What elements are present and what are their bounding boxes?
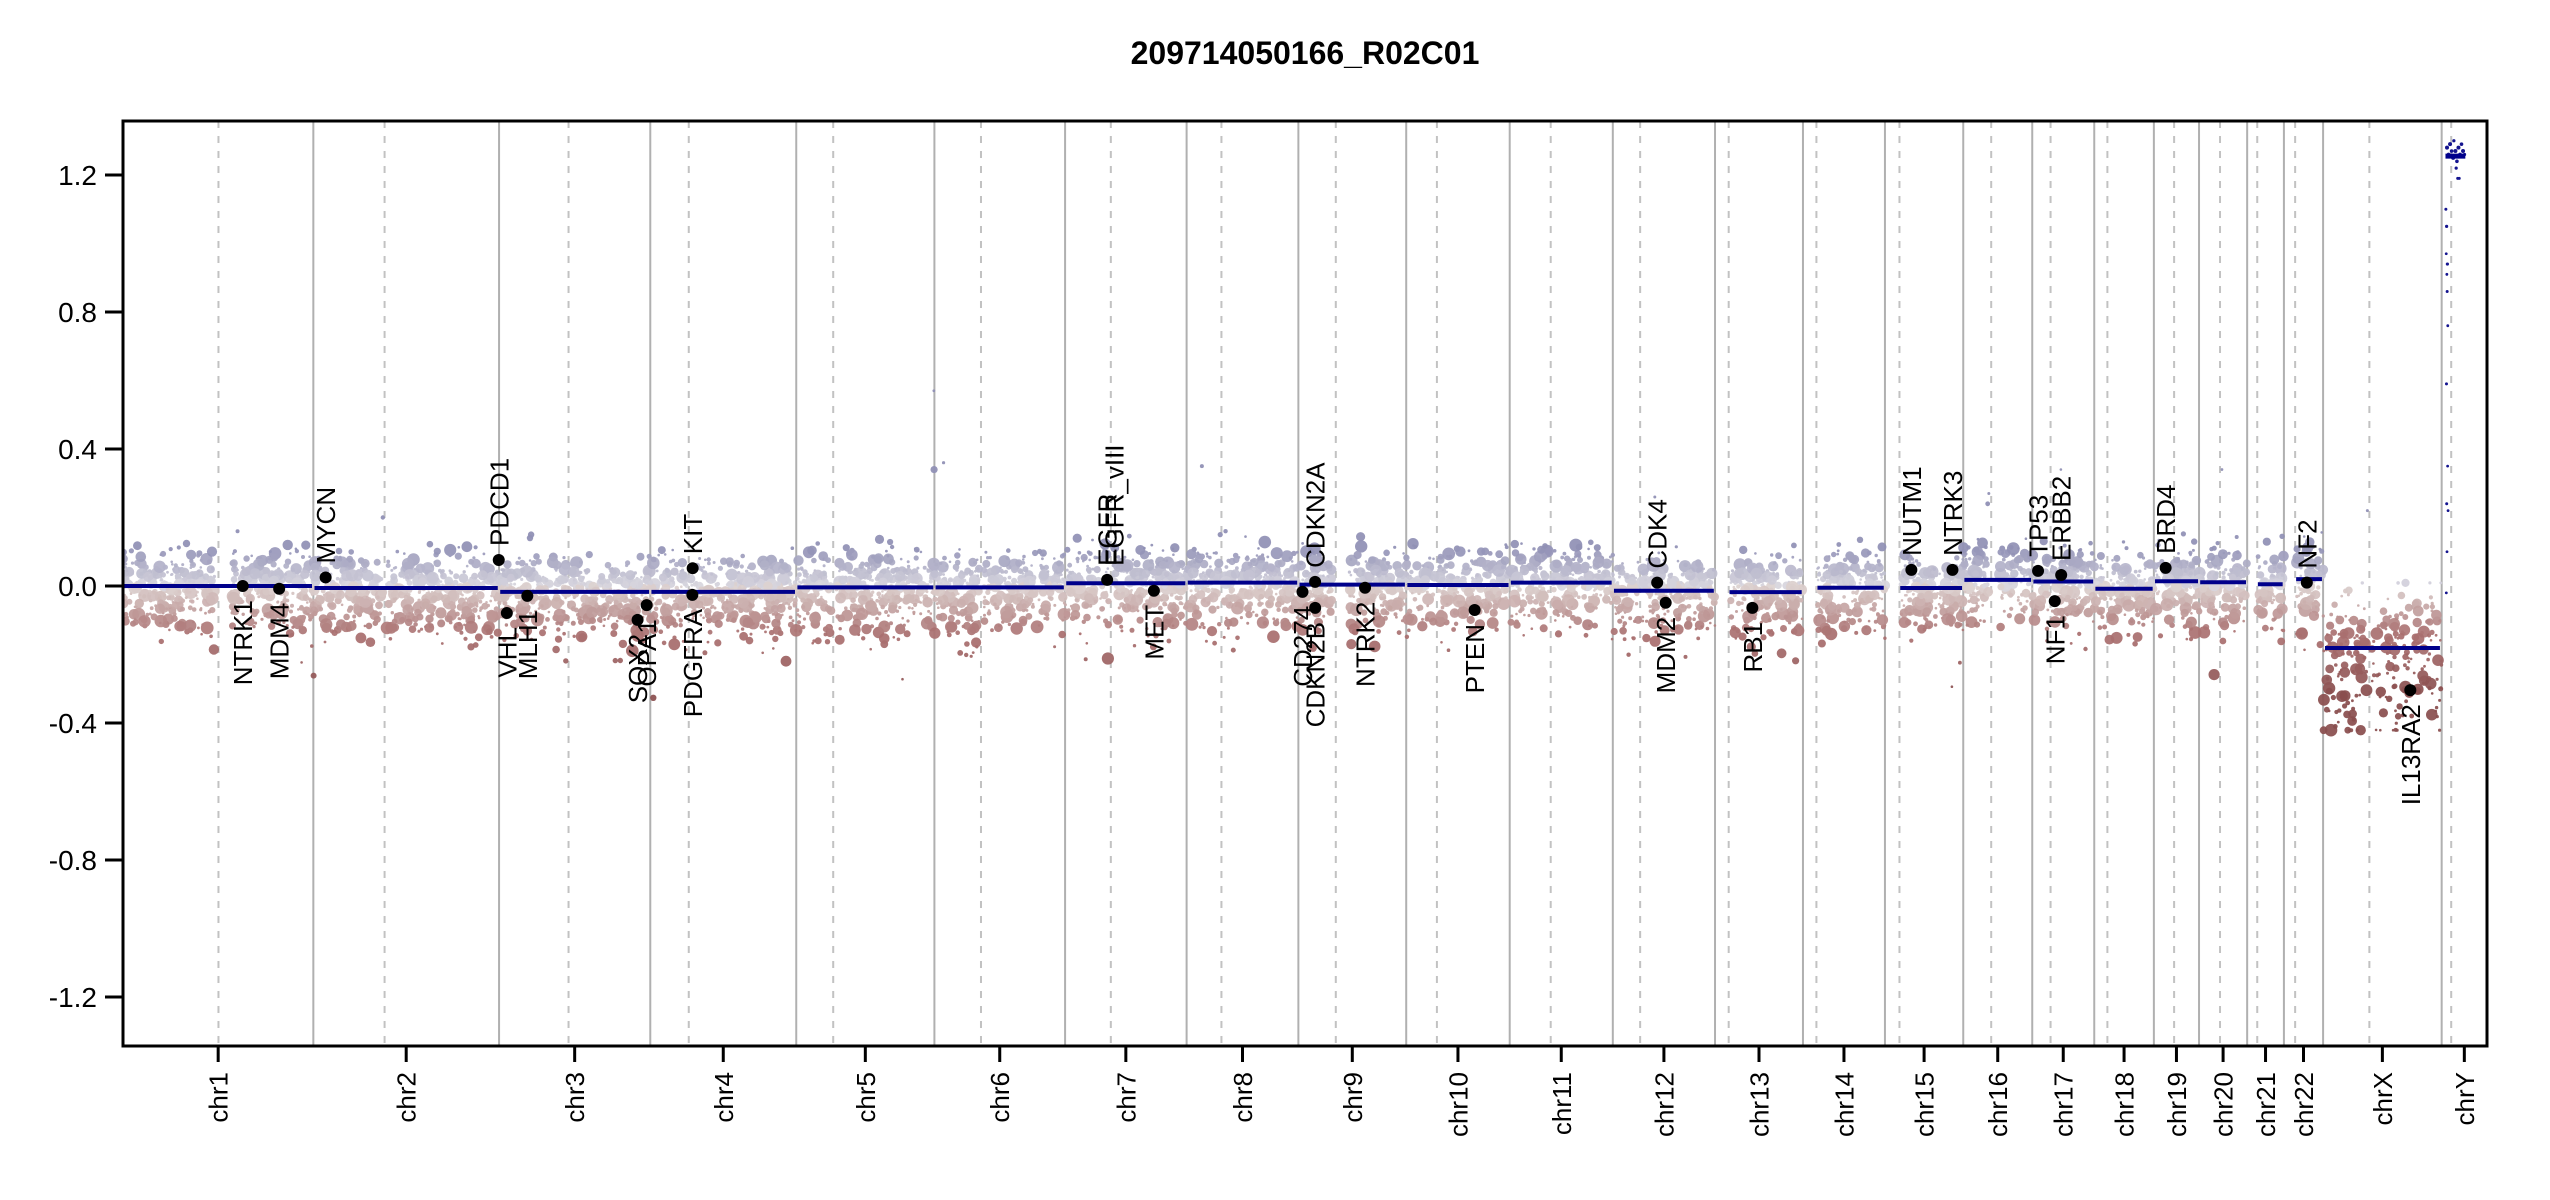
plot-border	[121, 119, 2489, 1048]
gene-label-CD274: CD274	[1288, 606, 1318, 687]
gene-label-RB1: RB1	[1738, 622, 1768, 673]
gene-dot-NTRK2	[1359, 581, 1372, 594]
gene-label-IL13RA2: IL13RA2	[2396, 704, 2426, 805]
gene-label-EGFR: EGFR	[1093, 494, 1123, 566]
x-tick-label-chr6: chr6	[985, 1072, 1015, 1123]
y-axis: 1.2 0.8 0.4 0.0 -0.4 -0.8 -1.2	[49, 160, 123, 1013]
gene-dot-VHL	[500, 607, 513, 620]
x-axis: chr1 chr2 chr3 chr4 chr5 chr6 chr7 chr8 chr9 chr1…	[204, 1046, 2480, 1137]
y-tick-label: 0.4	[58, 434, 97, 465]
gene-label-MLH1: MLH1	[513, 610, 543, 679]
y-tick-label: 0.8	[58, 297, 97, 328]
gene-label-MDM2: MDM2	[1651, 617, 1681, 694]
gene-dot-OPA1	[640, 599, 653, 612]
gene-label-BRD4: BRD4	[2151, 484, 2181, 553]
x-tick-label-chr18: chr18	[2110, 1072, 2140, 1137]
x-tick-label-chr15: chr15	[1910, 1072, 1940, 1137]
gene-label-PTEN: PTEN	[1460, 624, 1490, 693]
x-tick-label-chr22: chr22	[2289, 1072, 2319, 1137]
gene-label-PDGFRA: PDGFRA	[678, 608, 708, 717]
gene-label-ERBB2: ERBB2	[2047, 476, 2077, 561]
x-tick-label-chr16: chr16	[1983, 1072, 2013, 1137]
plot-title: 209714050166_R02C01	[1131, 35, 1480, 71]
gene-dot-ERBB2	[2055, 569, 2068, 582]
gene-label-NTRK1: NTRK1	[228, 600, 258, 685]
x-tick-label-chr21: chr21	[2251, 1072, 2281, 1137]
gene-label-NTRK2: NTRK2	[1351, 602, 1381, 687]
x-tick-label-chrX: chrX	[2368, 1072, 2398, 1125]
gene-dot-CDKN2B	[1309, 601, 1322, 614]
outlier-points	[235, 139, 2467, 732]
probe-points	[123, 531, 2444, 737]
x-tick-label-chr1: chr1	[204, 1072, 234, 1123]
gene-dot-NTRK3	[1946, 563, 1959, 576]
gene-label-KIT: KIT	[678, 514, 708, 555]
gene-dot-IL13RA2	[2404, 684, 2417, 697]
gene-dot-TP53	[2032, 564, 2045, 577]
gene-dot-EGFR	[1101, 573, 1114, 586]
x-tick-label-chr19: chr19	[2162, 1072, 2192, 1137]
gene-label-PDCD1: PDCD1	[484, 458, 514, 546]
gene-label-MET: MET	[1139, 605, 1169, 660]
gene-label-SOX2: SOX2	[623, 634, 653, 703]
gene-dot-BRD4	[2159, 561, 2172, 574]
x-tick-label-chr20: chr20	[2209, 1072, 2239, 1137]
gene-dot-MET	[1147, 584, 1160, 597]
x-tick-label-chr3: chr3	[560, 1072, 590, 1123]
y-tick-label: -0.8	[49, 845, 97, 876]
x-tick-label-chr11: chr11	[1547, 1072, 1577, 1135]
x-tick-label-chr13: chr13	[1744, 1072, 1774, 1137]
x-tick-label-chr17: chr17	[2049, 1072, 2079, 1137]
gene-label-NTRK3: NTRK3	[1938, 471, 1968, 556]
gene-label-CDKN2A: CDKN2A	[1301, 462, 1331, 568]
gene-dot-PTEN	[1468, 603, 1481, 616]
gene-dot-KIT	[686, 562, 699, 575]
gene-label-EGFR_vIII: EGFR_vIII	[1100, 444, 1130, 565]
gene-dot-NUTM1	[1905, 563, 1918, 576]
gene-label-MYCN: MYCN	[311, 487, 341, 564]
gene-dot-MDM2	[1659, 596, 1672, 609]
gene-dot-NF2	[2300, 576, 2313, 589]
gene-label-CDKN2B: CDKN2B	[1301, 622, 1331, 727]
x-tick-label-chr9: chr9	[1338, 1072, 1368, 1123]
gene-dot-MDM4	[273, 582, 286, 595]
gene-dot-MLH1	[521, 589, 534, 602]
gene-label-CDK4: CDK4	[1643, 499, 1673, 568]
gene-dot-NTRK1	[236, 580, 249, 592]
gene-label-TP53: TP53	[2024, 495, 2054, 557]
x-tick-label-chr14: chr14	[1829, 1072, 1859, 1137]
x-tick-label-chr5: chr5	[851, 1072, 881, 1123]
gene-label-OPA1: OPA1	[632, 619, 662, 686]
x-tick-label-chr8: chr8	[1228, 1072, 1258, 1123]
gene-dot-CDKN2A	[1309, 575, 1322, 588]
gene-dot-SOX2	[631, 613, 644, 626]
gene-label-MDM4: MDM4	[265, 603, 295, 680]
gene-label-NF1: NF1	[2040, 615, 2070, 664]
gene-dot-PDCD1	[492, 553, 505, 566]
gene-dot-PDGFRA	[686, 588, 699, 601]
gene-dot-CDK4	[1651, 576, 1664, 589]
gene-dot-NF1	[2048, 595, 2061, 608]
x-tick-label-chrY: chrY	[2450, 1072, 2480, 1125]
gene-label-NUTM1: NUTM1	[1897, 466, 1927, 556]
gene-dot-CD274	[1296, 585, 1309, 598]
gene-dot-MYCN	[319, 571, 332, 584]
x-tick-label-chr7: chr7	[1111, 1072, 1141, 1123]
x-tick-label-chr2: chr2	[392, 1072, 422, 1123]
y-tick-label: -0.4	[49, 708, 97, 739]
x-tick-label-chr12: chr12	[1649, 1072, 1679, 1137]
gene-dot-RB1	[1746, 601, 1759, 614]
y-tick-label: -1.2	[49, 982, 97, 1013]
gene-label-VHL: VHL	[492, 627, 522, 678]
x-tick-label-chr10: chr10	[1443, 1072, 1473, 1137]
y-tick-label: 0.0	[58, 571, 97, 602]
x-tick-label-chr4: chr4	[709, 1072, 739, 1123]
y-tick-label: 1.2	[58, 160, 97, 191]
gene-label-NF2: NF2	[2292, 519, 2322, 568]
